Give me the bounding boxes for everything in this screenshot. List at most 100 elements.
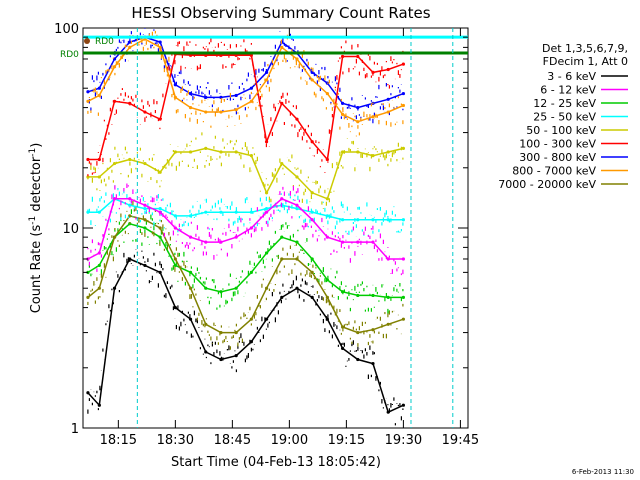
series-point-8-15 (310, 270, 314, 274)
series-point-1-21 (401, 257, 405, 261)
series-point-1-13 (280, 197, 284, 201)
series-point-4-17 (340, 150, 345, 154)
series-point-1-16 (325, 235, 329, 239)
series-point-2-14 (295, 240, 299, 244)
series-point-4-8 (204, 146, 208, 151)
series-1 (86, 183, 405, 276)
rd0-label-top: RD0 (95, 37, 114, 47)
series-point-1-19 (371, 240, 375, 244)
series-point-4-16 (325, 197, 329, 201)
series-point-3-11 (249, 210, 253, 214)
series-point-7-0 (86, 99, 90, 103)
series-point-1-11 (249, 226, 253, 230)
series-point-7-21 (401, 103, 405, 108)
rd0-marker (84, 37, 90, 44)
series-point-5-21 (401, 62, 405, 66)
series-point-2-13 (280, 235, 284, 239)
series-point-7-20 (386, 110, 390, 114)
series-point-7-9 (219, 110, 223, 114)
series-layer: RD0 RD0 (60, 28, 468, 428)
series-point-2-10 (234, 286, 238, 290)
series-point-2-21 (401, 295, 405, 299)
series-point-1-1 (97, 251, 101, 255)
rd0-label-left: RD0 (60, 50, 79, 60)
series-point-1-4 (143, 203, 147, 207)
series-noise-8 (87, 201, 404, 350)
series-point-1-14 (295, 203, 299, 207)
series-point-2-8 (204, 286, 208, 290)
series-point-3-3 (128, 203, 132, 207)
series-point-0-11 (249, 340, 253, 344)
series-point-8-10 (234, 330, 238, 335)
series-point-3-14 (295, 207, 299, 211)
series-7 (86, 30, 405, 137)
series-point-5-5 (158, 117, 162, 121)
series-point-1-7 (188, 235, 193, 239)
legend-label-4: 50 - 100 keV (526, 124, 596, 137)
series-point-6-11 (249, 86, 253, 90)
series-point-0-17 (340, 346, 345, 351)
legend-label-3: 25 - 50 keV (533, 111, 596, 124)
series-8 (86, 201, 405, 350)
y-tick-label-2: 100 (54, 22, 79, 37)
series-point-1-2 (112, 197, 117, 201)
x-tick-label-2: 18:45 (214, 433, 251, 448)
series-point-4-2 (112, 161, 117, 166)
series-point-4-1 (97, 175, 101, 179)
chart-title: HESSI Observing Summary Count Rates (131, 4, 430, 22)
series-point-0-12 (264, 317, 269, 321)
series-point-3-9 (219, 210, 223, 214)
series-point-4-5 (158, 170, 162, 174)
series-point-2-20 (386, 295, 390, 299)
series-point-0-19 (371, 361, 375, 366)
series-point-4-12 (264, 191, 269, 195)
series-point-1-20 (386, 257, 390, 261)
series-point-8-20 (386, 322, 390, 326)
series-point-7-7 (188, 105, 193, 110)
series-line-1 (87, 197, 404, 260)
series-point-3-1 (97, 210, 101, 214)
series-noise-6 (87, 28, 404, 124)
series-point-5-7 (188, 53, 193, 57)
series-point-3-18 (356, 218, 360, 222)
series-line-0 (87, 258, 404, 414)
series-point-5-4 (143, 110, 147, 114)
series-point-8-16 (325, 295, 329, 299)
series-point-2-1 (97, 263, 101, 268)
series-point-4-15 (310, 191, 314, 195)
series-point-8-2 (112, 235, 117, 239)
series-point-4-21 (401, 146, 405, 151)
series-point-2-5 (158, 235, 162, 239)
series-point-0-1 (97, 403, 101, 407)
series-point-7-11 (249, 99, 253, 103)
series-point-8-12 (264, 286, 269, 290)
series-point-5-3 (128, 101, 132, 105)
legend-label-0: 3 - 6 keV (547, 70, 596, 83)
series-point-6-1 (97, 86, 101, 90)
x-tick-label-1: 18:30 (157, 433, 194, 448)
timestamp: 6-Feb-2013 11:30 (572, 468, 634, 476)
series-point-5-14 (295, 117, 299, 121)
series-point-8-7 (188, 286, 193, 290)
series-point-5-18 (356, 54, 360, 59)
series-point-3-19 (371, 218, 375, 222)
series-point-2-19 (371, 293, 375, 298)
series-point-2-6 (173, 263, 177, 268)
legend-label-7: 800 - 7000 keV (512, 165, 596, 178)
y-axis-label: Count Rate (s-1 detector-1) (28, 143, 44, 314)
series-point-1-12 (264, 210, 269, 214)
series-line-4 (87, 147, 404, 200)
series-point-8-11 (249, 317, 253, 321)
series-point-2-18 (356, 293, 360, 298)
legend-label-5: 100 - 300 keV (519, 138, 596, 151)
series-point-4-18 (356, 150, 360, 154)
legend-title-0: Det 1,3,5,6,7,9, (542, 42, 628, 55)
series-point-1-17 (340, 240, 345, 244)
series-point-5-12 (264, 140, 269, 144)
series-point-0-18 (356, 357, 360, 362)
series-point-5-11 (249, 53, 253, 57)
series-point-5-17 (340, 54, 345, 59)
series-point-6-21 (401, 91, 405, 96)
series-4 (86, 132, 405, 209)
